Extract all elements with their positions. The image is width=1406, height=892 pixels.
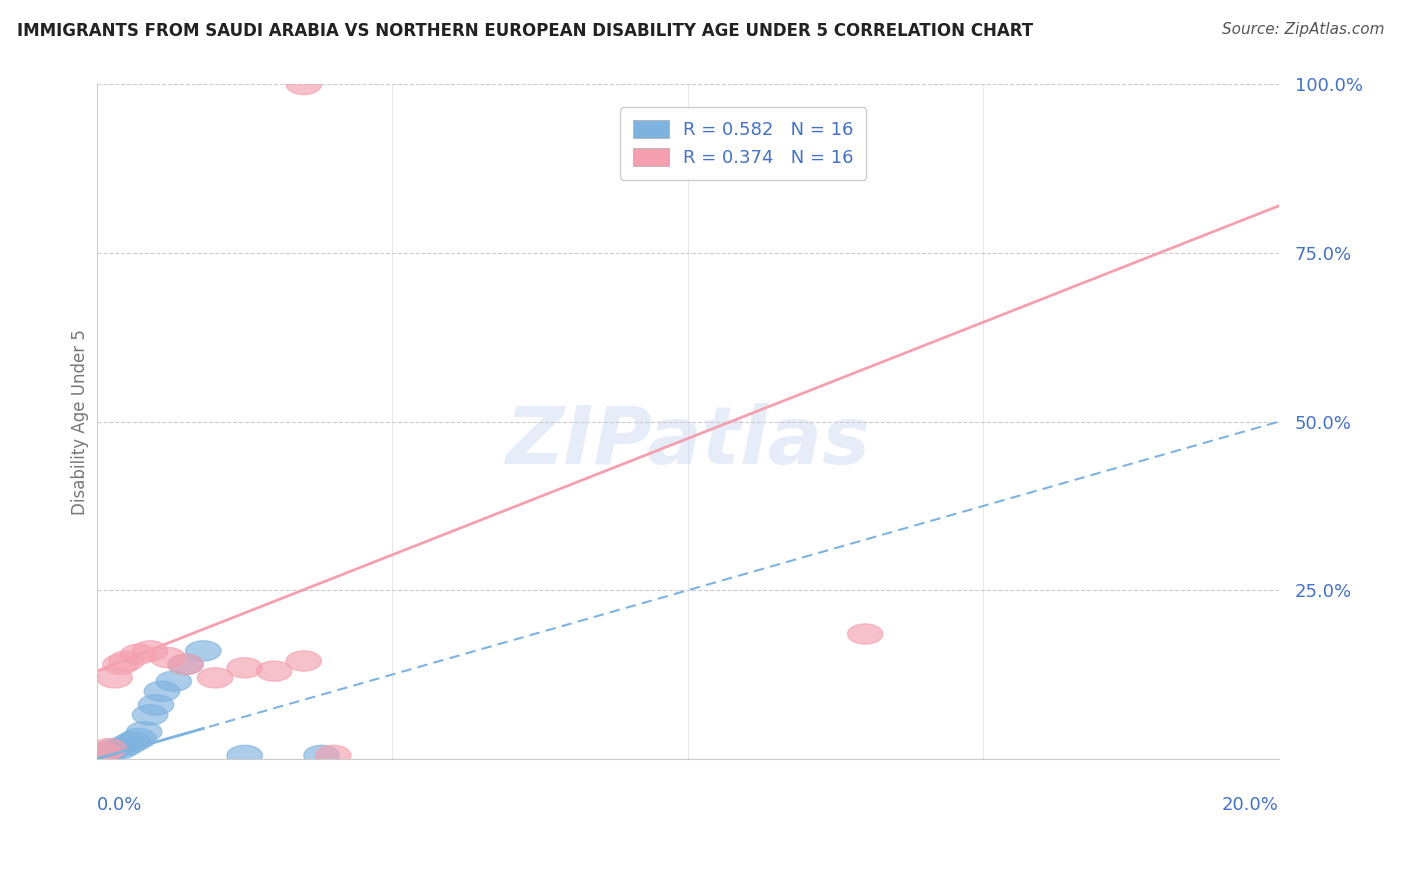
Ellipse shape xyxy=(167,654,204,674)
Ellipse shape xyxy=(103,739,138,759)
Ellipse shape xyxy=(156,671,191,691)
Ellipse shape xyxy=(315,746,352,765)
Ellipse shape xyxy=(304,746,339,765)
Ellipse shape xyxy=(145,681,180,701)
Ellipse shape xyxy=(86,742,121,762)
Ellipse shape xyxy=(285,651,322,671)
Ellipse shape xyxy=(848,624,883,644)
Ellipse shape xyxy=(226,746,263,765)
Text: 0.0%: 0.0% xyxy=(97,796,142,814)
Ellipse shape xyxy=(226,657,263,678)
Legend: R = 0.582   N = 16, R = 0.374   N = 16: R = 0.582 N = 16, R = 0.374 N = 16 xyxy=(620,107,866,180)
Ellipse shape xyxy=(127,722,162,742)
Ellipse shape xyxy=(91,739,127,759)
Ellipse shape xyxy=(103,654,138,674)
Text: IMMIGRANTS FROM SAUDI ARABIA VS NORTHERN EUROPEAN DISABILITY AGE UNDER 5 CORRELA: IMMIGRANTS FROM SAUDI ARABIA VS NORTHERN… xyxy=(17,22,1033,40)
Ellipse shape xyxy=(121,644,156,665)
Ellipse shape xyxy=(121,729,156,748)
Ellipse shape xyxy=(197,668,233,688)
Ellipse shape xyxy=(132,640,167,661)
Ellipse shape xyxy=(186,640,221,661)
Ellipse shape xyxy=(115,731,150,752)
Ellipse shape xyxy=(97,668,132,688)
Ellipse shape xyxy=(256,661,292,681)
Ellipse shape xyxy=(97,739,132,759)
Text: 20.0%: 20.0% xyxy=(1222,796,1279,814)
Ellipse shape xyxy=(138,695,174,715)
Ellipse shape xyxy=(86,746,121,765)
Text: Source: ZipAtlas.com: Source: ZipAtlas.com xyxy=(1222,22,1385,37)
Ellipse shape xyxy=(132,705,167,725)
Ellipse shape xyxy=(108,651,145,671)
Ellipse shape xyxy=(167,654,204,674)
Ellipse shape xyxy=(108,735,145,756)
Ellipse shape xyxy=(91,742,127,762)
Text: ZIPatlas: ZIPatlas xyxy=(505,403,870,481)
Y-axis label: Disability Age Under 5: Disability Age Under 5 xyxy=(72,328,89,515)
Ellipse shape xyxy=(150,648,186,668)
Ellipse shape xyxy=(285,74,322,95)
